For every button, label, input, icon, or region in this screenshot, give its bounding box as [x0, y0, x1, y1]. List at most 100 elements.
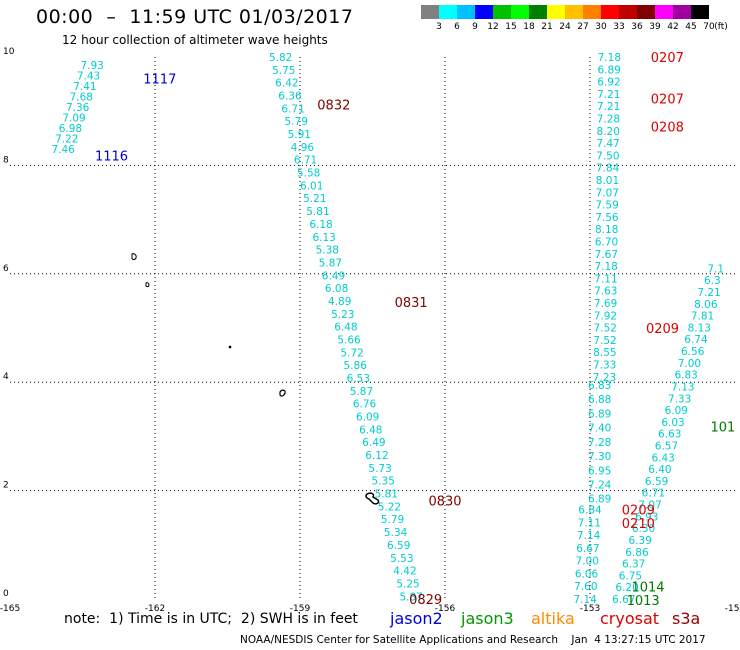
- legend-swatch: [457, 5, 475, 19]
- lon-tick-label: -153: [580, 604, 600, 614]
- legend-swatch: [583, 5, 601, 19]
- wave-height-value: 7.21: [597, 89, 620, 101]
- pass-time-label: 0207: [651, 93, 684, 108]
- wave-height-value: 7.22: [55, 134, 78, 146]
- pass-time-label: 1013: [627, 594, 660, 609]
- legend-label: 18: [523, 22, 535, 32]
- wave-height-value: 6.89: [597, 64, 620, 76]
- wave-height-value: 8.55: [593, 347, 616, 359]
- legend-label: 9: [472, 22, 478, 32]
- wave-height-value: 7.93: [80, 60, 103, 72]
- wave-height-value: 7.84: [596, 163, 620, 175]
- pass-time-label: 101: [711, 421, 736, 436]
- wave-height-value: 7.33: [668, 393, 691, 405]
- legend-swatch: [529, 5, 547, 19]
- pass-time-label: 1014: [631, 581, 664, 596]
- wave-height-value: 5.81: [375, 489, 398, 501]
- wave-height-value: 5.53: [390, 553, 413, 565]
- legend-label: 12: [487, 22, 499, 32]
- wave-height-value: 5.72: [340, 347, 363, 359]
- wave-height-value: 7.1: [707, 263, 724, 275]
- legend-swatch: [565, 5, 583, 19]
- legend-label: 3: [436, 22, 442, 32]
- wave-height-value: 7.68: [70, 92, 93, 104]
- legend-label: 42: [667, 22, 679, 32]
- wave-height-value: 6.49: [362, 437, 385, 449]
- wave-height-value: 6.48: [359, 424, 382, 436]
- wave-height-value: 7.23: [593, 372, 616, 384]
- wave-height-value: 6.40: [648, 464, 671, 476]
- lat-tick-label: 2: [3, 481, 9, 491]
- wave-height-value: 5.81: [306, 206, 329, 218]
- wave-height-value: 8.01: [596, 175, 619, 187]
- wave-height-value: 6.89: [588, 494, 611, 506]
- wave-height-value: 7.56: [595, 212, 619, 224]
- legend-label: 21: [541, 22, 553, 32]
- wave-height-value: 6.09: [665, 405, 688, 417]
- pass-time-label: 0209: [646, 322, 679, 337]
- pass-time-label: 0208: [651, 120, 684, 135]
- wave-height-value: 5.21: [303, 193, 326, 205]
- wave-height-value: 7.52: [593, 335, 616, 347]
- legend-label: 33: [613, 22, 625, 32]
- wave-height-value: 6.53: [347, 373, 370, 385]
- legend-swatch: [601, 5, 619, 19]
- wave-height-value: 6.30: [632, 523, 655, 535]
- legend-swatch: [637, 5, 655, 19]
- wave-height-value: 6.06: [575, 568, 599, 580]
- pass-time-label: 1117: [143, 73, 176, 88]
- wave-height-value: 5.82: [269, 52, 292, 64]
- legend-swatch: [421, 5, 439, 19]
- wave-height-value: 6.83: [674, 370, 697, 382]
- wave-height-value: 5.87: [319, 257, 342, 269]
- wave-height-value: 7.00: [576, 556, 599, 568]
- wave-height-value: 7.36: [66, 102, 90, 114]
- wave-height-value: 6.75: [619, 570, 642, 582]
- lat-tick-label: 10: [3, 47, 15, 57]
- lon-tick-label: -159: [290, 604, 311, 614]
- wave-height-value: 7.40: [588, 423, 611, 435]
- wave-height-value: 6.56: [681, 346, 705, 358]
- legend-swatch: [475, 5, 493, 19]
- wave-height-value: 6.76: [353, 399, 377, 411]
- island-outline: [131, 253, 137, 260]
- lat-tick-label: 6: [3, 264, 9, 274]
- wave-height-value: 5.58: [297, 168, 320, 180]
- wave-height-value: 8.13: [688, 322, 711, 334]
- wave-height-value: 7.69: [594, 298, 617, 310]
- wave-height-value: 7.09: [62, 113, 85, 125]
- wave-height-value: 7.46: [51, 144, 75, 156]
- wave-height-value: 6.71: [642, 488, 665, 500]
- wave-height-value: 6.59: [645, 476, 668, 488]
- pass-time-labels: 1117 1116 0832 0831 0830 0829 0207 0207 0208 0209…: [95, 51, 735, 609]
- wave-height-value: 5.91: [288, 129, 311, 141]
- wave-height-value: 6.92: [597, 77, 620, 89]
- wave-height-value: 6.86: [625, 547, 649, 559]
- wave-height-value: 6.48: [334, 322, 357, 334]
- wave-height-value: 7.24: [588, 480, 612, 492]
- footer-note: note: 1) Time is in UTC; 2) SWH is in fe…: [64, 611, 358, 627]
- pass-time-label: 0831: [395, 296, 428, 311]
- wave-height-value: 5.34: [384, 527, 408, 539]
- color-scale-legend: [421, 5, 709, 19]
- wave-height-value: 7.52: [594, 323, 617, 335]
- wave-height-value: 7.41: [73, 81, 96, 93]
- lon-tick-label: -162: [145, 604, 165, 614]
- island-outline: [365, 492, 380, 505]
- legend-label: 27: [577, 22, 589, 32]
- wave-height-value: 6.37: [622, 559, 645, 571]
- wave-height-value: 6.09: [356, 412, 379, 424]
- pass-time-label: 0207: [651, 51, 684, 66]
- wave-height-value: 6.67: [612, 594, 635, 606]
- wave-height-value: 7.81: [691, 311, 714, 323]
- wave-height-value: 5.87: [399, 591, 422, 603]
- legend-swatch: [493, 5, 511, 19]
- wave-height-value: 6.49: [322, 270, 345, 282]
- island-outlines: [131, 253, 380, 505]
- wave-height-value: 6.39: [629, 535, 652, 547]
- wave-height-value: 7.14: [577, 530, 601, 542]
- wave-height-value: 6.70: [595, 236, 618, 248]
- wave-height-value: 5.87: [350, 386, 373, 398]
- wave-height-value: 6.01: [300, 180, 323, 192]
